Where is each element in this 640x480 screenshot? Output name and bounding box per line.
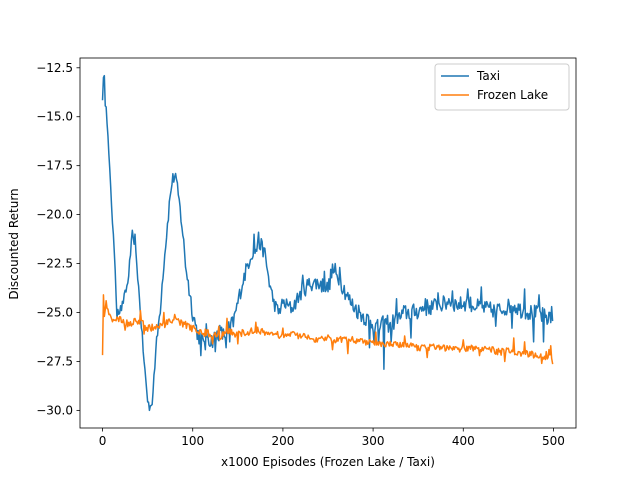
x-tick-label: 0 [99,434,107,448]
y-tick-label: −22.5 [36,257,73,271]
x-axis-label: x1000 Episodes (Frozen Lake / Taxi) [221,455,435,469]
x-tick-label: 200 [271,434,294,448]
series-line-frozen-lake [101,294,554,365]
y-tick-label: −27.5 [36,354,73,368]
legend-label-taxi: Taxi [476,69,500,83]
legend-label-frozen-lake: Frozen Lake [477,88,548,102]
y-tick-label: −30.0 [36,403,73,417]
y-tick-label: −15.0 [36,110,73,124]
legend-box [434,63,570,111]
legend: Taxi Frozen Lake [434,63,570,111]
lines-layer [101,74,554,412]
ticks-layer: 0 100 200 300 400 500 −30.0 −27.5 −25.0 −22.5 −20.… [36,61,565,448]
y-tick-label: −17.5 [36,159,73,173]
x-tick-label: 400 [452,434,475,448]
y-tick-label: −12.5 [36,61,73,75]
x-tick-label: 500 [542,434,565,448]
x-tick-label: 300 [362,434,385,448]
y-tick-label: −25.0 [36,305,73,319]
series-line-taxi [101,74,554,412]
x-tick-label: 100 [181,434,204,448]
y-axis-label: Discounted Return [7,188,21,299]
plot-area-border [79,57,577,429]
y-tick-label: −20.0 [36,208,73,222]
axes-frame [79,57,577,429]
